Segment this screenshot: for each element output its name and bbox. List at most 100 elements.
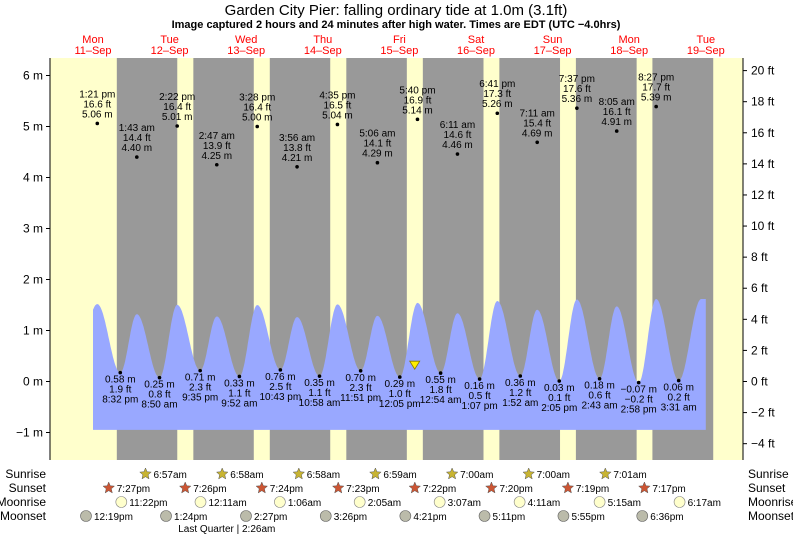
tide-m-label: 0.29 m — [384, 379, 415, 390]
day-of-week-label: Wed — [235, 34, 257, 46]
sunset-icon — [638, 481, 651, 494]
moonrise-time: 6:17am — [688, 498, 721, 509]
moonset-icon — [478, 510, 491, 522]
tide-point — [597, 376, 602, 381]
tide-time-label: 3:31 am — [661, 403, 697, 414]
tide-point — [135, 155, 139, 159]
moon-phase-label: Last Quarter | 2:26am — [178, 524, 275, 535]
tide-point — [317, 374, 322, 378]
date-label: 17–Sep — [534, 45, 572, 57]
tide-ft-label: 1.0 ft — [389, 389, 411, 400]
moonset-icon — [240, 510, 252, 522]
sunrise-icon — [522, 467, 536, 480]
tide-m-label: 0.70 m — [345, 373, 376, 384]
left-tick-label: 6 m — [23, 69, 43, 83]
day-of-week-label: Sat — [468, 34, 485, 46]
right-tick-label: 4 ft — [751, 312, 768, 326]
date-label: 14–Sep — [304, 45, 342, 57]
sunrise-icon — [369, 467, 382, 480]
row-label-left: Moonrise — [0, 495, 46, 509]
tide-point — [255, 124, 260, 129]
sunset-time: 7:27pm — [117, 484, 150, 495]
tide-time-label: 2:47 am — [199, 131, 235, 142]
sunset-time: 7:17pm — [652, 484, 685, 495]
tide-time-label: 1:43 am — [119, 123, 155, 134]
tide-time-label: 5:06 am — [359, 129, 395, 140]
moonset-icon — [80, 510, 92, 522]
sunrise-time: 6:59am — [383, 470, 416, 481]
right-tick-label: 14 ft — [751, 157, 775, 171]
right-tick-label: 16 ft — [751, 126, 775, 140]
tide-time-label: 3:56 am — [279, 133, 315, 144]
tide-ft-label: 0.8 ft — [148, 390, 170, 401]
moonrise-icon — [593, 496, 606, 508]
tide-ft-label: 16.4 ft — [163, 102, 191, 113]
tide-m-label: 5.26 m — [482, 99, 513, 110]
left-tick-label: 5 m — [23, 120, 43, 134]
tide-m-label: 5.06 m — [82, 109, 113, 120]
tide-m-label: 4.21 m — [282, 153, 313, 164]
tide-time-label: 3:28 pm — [239, 93, 275, 104]
moonrise-icon — [513, 496, 526, 508]
day-of-week-label: Tue — [160, 34, 179, 46]
row-label-right: Sunset — [748, 481, 786, 495]
right-tick-label: 6 ft — [751, 281, 768, 295]
tide-point — [575, 106, 579, 110]
tide-point — [636, 380, 641, 385]
tide-m-label: 0.58 m — [105, 375, 136, 386]
sunset-icon — [178, 481, 192, 494]
right-tick-label: 10 ft — [751, 219, 775, 233]
tide-ft-label: 13.9 ft — [203, 141, 231, 152]
tide-point — [278, 368, 283, 372]
tide-m-label: 5.04 m — [322, 110, 353, 121]
row-label-right: Sunrise — [748, 467, 789, 481]
tide-time-label: 2:58 pm — [621, 405, 657, 416]
day-of-week-label: Mon — [82, 34, 103, 46]
tide-point — [175, 124, 179, 128]
tide-point — [237, 374, 242, 379]
tide-ft-label: 17.6 ft — [563, 84, 591, 95]
right-tick-label: 18 ft — [751, 95, 775, 109]
sunset-time: 7:20pm — [499, 484, 532, 495]
tide-ft-label: 14.4 ft — [123, 133, 151, 144]
tide-m-label: 0.33 m — [224, 378, 255, 389]
sunrise-icon — [445, 467, 459, 480]
sunset-time: 7:24pm — [270, 484, 303, 495]
tide-ft-label: 13.8 ft — [283, 143, 311, 154]
sunset-time: 7:23pm — [346, 484, 379, 495]
tide-time-label: 7:11 am — [520, 108, 555, 119]
right-tick-label: −4 ft — [751, 437, 775, 451]
tide-ft-label: 15.4 ft — [523, 118, 551, 129]
moonset-icon — [557, 510, 570, 522]
tide-time-label: 10:43 pm — [260, 392, 302, 403]
tide-time-label: 1:07 pm — [462, 401, 498, 412]
row-label-left: Moonset — [0, 509, 47, 523]
moonset-time: 12:19pm — [94, 512, 133, 523]
row-label-left: Sunset — [9, 481, 47, 495]
moonset-time: 6:36pm — [650, 512, 683, 523]
tide-point — [535, 140, 540, 145]
row-label-right: Moonset — [748, 509, 793, 523]
moonset-icon — [636, 510, 649, 522]
tide-ft-label: 0.2 ft — [668, 393, 690, 404]
sunset-time: 7:19pm — [576, 484, 609, 495]
moonrise-icon — [115, 496, 128, 508]
tide-point — [335, 122, 340, 127]
tide-m-label: 5.39 m — [641, 93, 672, 104]
tide-m-label: 5.36 m — [562, 94, 593, 105]
sunset-time: 7:26pm — [193, 484, 226, 495]
tide-m-label: 0.18 m — [584, 381, 615, 392]
current-level-marker — [408, 360, 421, 370]
day-of-week-label: Mon — [618, 34, 639, 46]
moonrise-time: 1:06am — [288, 498, 321, 509]
tide-m-label: 4.40 m — [122, 143, 153, 154]
left-tick-label: −1 m — [16, 426, 43, 440]
tide-point — [557, 379, 562, 383]
moonset-time: 3:26pm — [334, 512, 367, 523]
tide-ft-label: 2.3 ft — [350, 383, 372, 394]
tide-point — [375, 160, 380, 165]
tide-ft-label: 0.6 ft — [588, 391, 610, 402]
tide-time-label: 8:05 am — [599, 97, 635, 108]
sunrise-time: 7:00am — [460, 470, 493, 481]
